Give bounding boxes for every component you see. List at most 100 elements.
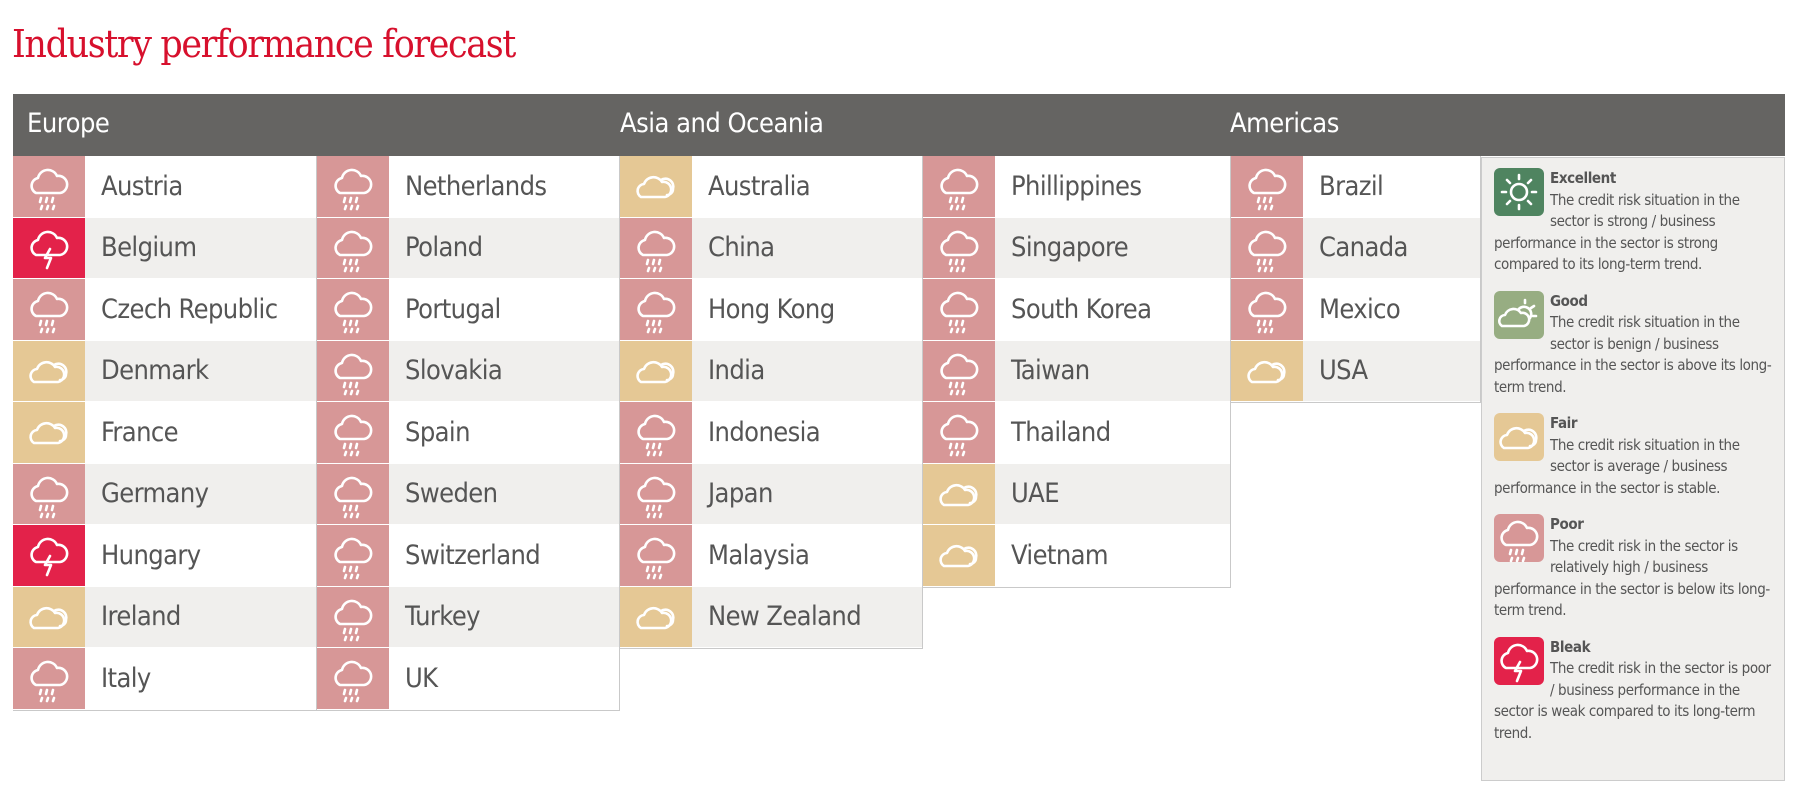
rain-cloud-icon — [334, 414, 373, 457]
country-name: Austria — [101, 170, 183, 202]
country-row: UK — [317, 648, 619, 710]
legend-label: Fair — [1550, 414, 1578, 432]
country-row: Italy — [13, 648, 316, 710]
cloud-icon — [1247, 360, 1286, 384]
cloud-icon — [29, 422, 68, 445]
rating-fair — [1231, 340, 1303, 401]
country-row: Austria — [13, 156, 316, 218]
country-row: Indonesia — [620, 402, 922, 464]
cloud-icon — [939, 483, 978, 507]
country-name: Japan — [708, 478, 773, 510]
rating-poor — [317, 217, 389, 278]
rain-cloud-icon — [30, 168, 69, 211]
country-row: UAE — [923, 463, 1230, 525]
sun-cloud-icon — [1498, 298, 1538, 327]
country-row: Turkey — [317, 586, 619, 648]
country-name: Netherlands — [405, 170, 547, 202]
rating-fair — [923, 525, 995, 586]
country-row: Belgium — [13, 217, 316, 279]
rating-poor — [620, 402, 692, 463]
country-name: Indonesia — [708, 416, 821, 448]
country-row: Sweden — [317, 463, 619, 525]
rating-poor — [317, 402, 389, 463]
country-row: Germany — [13, 463, 316, 525]
country-name: Germany — [101, 478, 209, 510]
country-name: USA — [1319, 355, 1368, 387]
page-title: Industry performance forecast — [12, 22, 516, 66]
country-row: Canada — [1231, 217, 1480, 279]
rain-cloud-icon — [1248, 291, 1287, 334]
legend-label: Excellent — [1550, 169, 1616, 187]
country-row: India — [620, 340, 922, 402]
country-name: Denmark — [101, 355, 209, 387]
country-name: Portugal — [405, 293, 501, 325]
rating-poor — [13, 463, 85, 524]
country-name: Taiwan — [1011, 355, 1090, 387]
country-row: France — [13, 402, 316, 464]
country-row: Netherlands — [317, 156, 619, 218]
legend-label: Bleak — [1550, 637, 1591, 656]
country-name: Phillippines — [1011, 170, 1142, 202]
legend-description: The credit risk situation in the sector … — [1494, 190, 1740, 274]
country-row: South Korea — [923, 279, 1230, 341]
rain-cloud-icon — [334, 476, 373, 519]
legend-item-excellent: Excellent The credit risk situation in th… — [1494, 168, 1774, 276]
rating-poor — [1231, 279, 1303, 340]
legend-swatch — [1494, 514, 1544, 563]
country-row: Hungary — [13, 525, 316, 587]
country-row: Poland — [317, 217, 619, 279]
rating-poor — [13, 648, 85, 709]
country-name: Singapore — [1011, 232, 1129, 264]
country-row: Portugal — [317, 279, 619, 341]
legend-item-poor: Poor The credit risk in the sector is rel… — [1494, 514, 1774, 622]
rain-cloud-icon — [30, 660, 69, 703]
country-name: Switzerland — [405, 539, 541, 571]
country-name: Mexico — [1319, 293, 1401, 325]
country-row: Spain — [317, 402, 619, 464]
country-name: Malaysia — [708, 539, 810, 571]
cloud-icon — [636, 176, 675, 199]
country-name: Ireland — [101, 601, 181, 633]
legend-description: The credit risk in the sector is relativ… — [1494, 536, 1770, 620]
rating-poor — [317, 586, 389, 647]
rain-cloud-icon — [334, 291, 373, 334]
rain-cloud-icon — [940, 168, 979, 211]
rating-poor — [620, 525, 692, 586]
country-name: India — [708, 355, 765, 387]
rating-poor — [13, 279, 85, 340]
country-row: Vietnam — [923, 525, 1230, 587]
rating-poor — [1231, 217, 1303, 278]
rain-cloud-icon — [637, 537, 676, 580]
country-name: China — [708, 232, 775, 264]
rating-poor — [923, 279, 995, 340]
rating-poor — [317, 340, 389, 401]
country-row: Czech Republic — [13, 279, 316, 341]
country-name: Brazil — [1319, 170, 1384, 202]
rain-cloud-icon — [334, 660, 373, 703]
legend-description: The credit risk situation in the sector … — [1494, 313, 1772, 396]
country-row: Phillippines — [923, 156, 1230, 218]
cloud-icon — [939, 545, 978, 568]
rating-fair — [620, 340, 692, 401]
legend-item-fair: Fair The credit risk situation in the sec… — [1494, 413, 1774, 499]
country-name: Spain — [405, 416, 470, 448]
rating-poor — [923, 340, 995, 401]
country-row: Taiwan — [923, 340, 1230, 402]
rain-cloud-icon — [940, 291, 979, 334]
region-header-bar: Europe Asia and Oceania Americas — [13, 94, 1785, 156]
country-row: USA — [1231, 340, 1480, 402]
region-label-americas: Americas — [1230, 108, 1339, 139]
rating-poor — [317, 279, 389, 340]
country-row: Brazil — [1231, 156, 1480, 218]
rating-poor — [317, 648, 389, 709]
country-name: Poland — [405, 232, 483, 264]
legend-swatch — [1494, 168, 1544, 216]
country-name: New Zealand — [708, 601, 862, 633]
country-row: Malaysia — [620, 525, 922, 587]
country-column: Brazil Canada Mexico USA — [1231, 156, 1481, 403]
rating-poor — [13, 156, 85, 217]
rain-cloud-icon — [940, 414, 979, 457]
rating-fair — [620, 586, 692, 647]
rating-fair — [13, 402, 85, 463]
country-row: Thailand — [923, 402, 1230, 464]
